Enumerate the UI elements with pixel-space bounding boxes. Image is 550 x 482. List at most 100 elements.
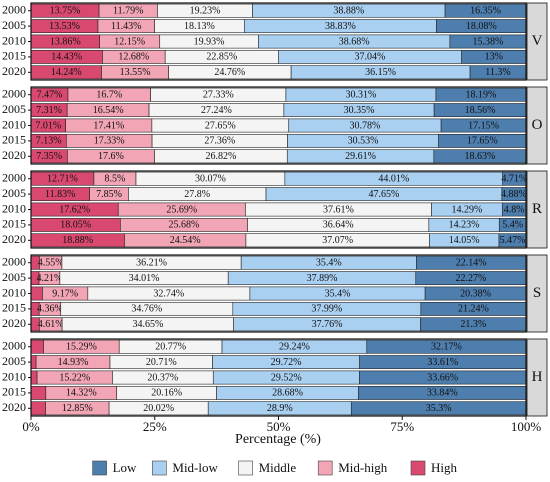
value-label: 4.36% xyxy=(37,304,63,315)
value-label: 30.35% xyxy=(344,105,375,116)
value-label: 11.79% xyxy=(113,5,143,16)
y-tick-label: 2020 xyxy=(2,148,26,162)
value-label: 37.07% xyxy=(322,235,353,246)
bar-segment xyxy=(30,286,43,301)
value-label: 13.55% xyxy=(120,67,151,78)
panel-frame xyxy=(30,2,527,81)
y-tick-label: 2020 xyxy=(2,64,26,78)
y-tick-label: 2015 xyxy=(2,385,26,399)
x-tick-label: 100% xyxy=(511,419,542,434)
x-tick-label: 75% xyxy=(390,419,414,434)
value-label: 38.68% xyxy=(339,36,370,47)
value-label: 4.55% xyxy=(38,257,64,268)
value-label: 19.23% xyxy=(190,5,221,16)
value-label: 17.33% xyxy=(94,136,125,147)
value-label: 8.5% xyxy=(105,173,126,184)
value-label: 27.36% xyxy=(204,136,235,147)
bar-segment xyxy=(30,339,44,354)
value-label: 33.66% xyxy=(427,372,458,383)
x-axis-label: Percentage (%) xyxy=(235,432,321,447)
value-label: 15.22% xyxy=(59,372,90,383)
value-label: 30.07% xyxy=(195,173,226,184)
facet-label: O xyxy=(532,117,543,133)
legend-swatch xyxy=(92,460,107,476)
value-label: 24.76% xyxy=(214,67,245,78)
y-tick-label: 2000 xyxy=(2,86,26,100)
value-label: 18.63% xyxy=(465,151,496,162)
facet-strip xyxy=(526,170,548,249)
value-label: 11.3% xyxy=(485,67,510,78)
value-label: 22.85% xyxy=(206,52,237,63)
facet-strip xyxy=(526,2,548,81)
value-label: 14.93% xyxy=(58,357,89,368)
x-tick-label: 0% xyxy=(22,419,40,434)
x-tick-label: 50% xyxy=(267,419,291,434)
value-label: 27.8% xyxy=(184,189,210,200)
value-label: 29.52% xyxy=(271,372,302,383)
value-label: 34.01% xyxy=(129,273,160,284)
value-label: 35.4% xyxy=(325,288,351,299)
value-label: 29.61% xyxy=(345,151,376,162)
legend-label: Mid-high xyxy=(338,460,388,475)
y-tick-label: 2015 xyxy=(2,49,26,63)
legend-swatch xyxy=(410,460,426,476)
value-label: 7.47% xyxy=(37,89,63,100)
value-label: 18.13% xyxy=(184,21,215,32)
facet-strip xyxy=(526,254,548,333)
value-label: 27.24% xyxy=(201,105,232,116)
value-label: 33.61% xyxy=(427,357,458,368)
value-label: 30.78% xyxy=(350,120,381,131)
x-tick-label: 25% xyxy=(143,419,167,434)
value-label: 13% xyxy=(485,52,503,63)
value-label: 37.99% xyxy=(311,304,342,315)
panel-frame xyxy=(30,170,527,249)
panel-frame xyxy=(30,86,527,165)
bar-segment xyxy=(30,355,37,370)
y-tick-label: 2000 xyxy=(2,338,26,352)
facet-label: V xyxy=(532,33,543,49)
bar-segment xyxy=(30,401,46,416)
y-tick-label: 2020 xyxy=(2,316,26,330)
value-label: 11.43% xyxy=(111,21,141,32)
y-tick-label: 2015 xyxy=(2,133,26,147)
y-tick-label: 2000 xyxy=(2,254,26,268)
value-label: 17.41% xyxy=(93,120,124,131)
value-label: 5.4% xyxy=(502,220,523,231)
value-label: 27.65% xyxy=(205,120,236,131)
y-tick-label: 2005 xyxy=(2,270,26,284)
value-label: 13.75% xyxy=(50,5,81,16)
value-label: 22.27% xyxy=(455,273,486,284)
y-tick-label: 2005 xyxy=(2,354,26,368)
value-label: 30.31% xyxy=(346,89,377,100)
value-label: 37.61% xyxy=(323,204,354,215)
y-tick-label: 2015 xyxy=(2,217,26,231)
value-label: 20.38% xyxy=(460,288,491,299)
value-label: 37.89% xyxy=(307,273,338,284)
value-label: 17.62% xyxy=(59,204,90,215)
value-label: 14.05% xyxy=(449,235,480,246)
value-label: 12.85% xyxy=(62,403,93,414)
value-label: 44.01% xyxy=(378,173,409,184)
value-label: 14.24% xyxy=(51,67,82,78)
value-label: 20.71% xyxy=(146,357,177,368)
value-label: 17.15% xyxy=(468,120,499,131)
value-label: 35.4% xyxy=(316,257,342,268)
value-label: 16.54% xyxy=(93,105,124,116)
value-label: 18.56% xyxy=(465,105,496,116)
y-tick-label: 2010 xyxy=(2,369,26,383)
y-tick-label: 2005 xyxy=(2,18,26,32)
value-label: 13.86% xyxy=(50,36,81,47)
y-tick-label: 2005 xyxy=(2,186,26,200)
value-label: 15.29% xyxy=(66,341,97,352)
value-label: 38.88% xyxy=(333,5,364,16)
value-label: 11.83% xyxy=(45,189,75,200)
value-label: 18.08% xyxy=(466,21,497,32)
legend-label: High xyxy=(431,460,458,475)
value-label: 16.35% xyxy=(470,5,501,16)
value-label: 4.21% xyxy=(37,273,63,284)
y-tick-label: 2020 xyxy=(2,232,26,246)
value-label: 20.02% xyxy=(143,403,174,414)
value-label: 14.23% xyxy=(449,220,480,231)
value-label: 18.19% xyxy=(466,89,497,100)
value-label: 14.29% xyxy=(451,204,482,215)
